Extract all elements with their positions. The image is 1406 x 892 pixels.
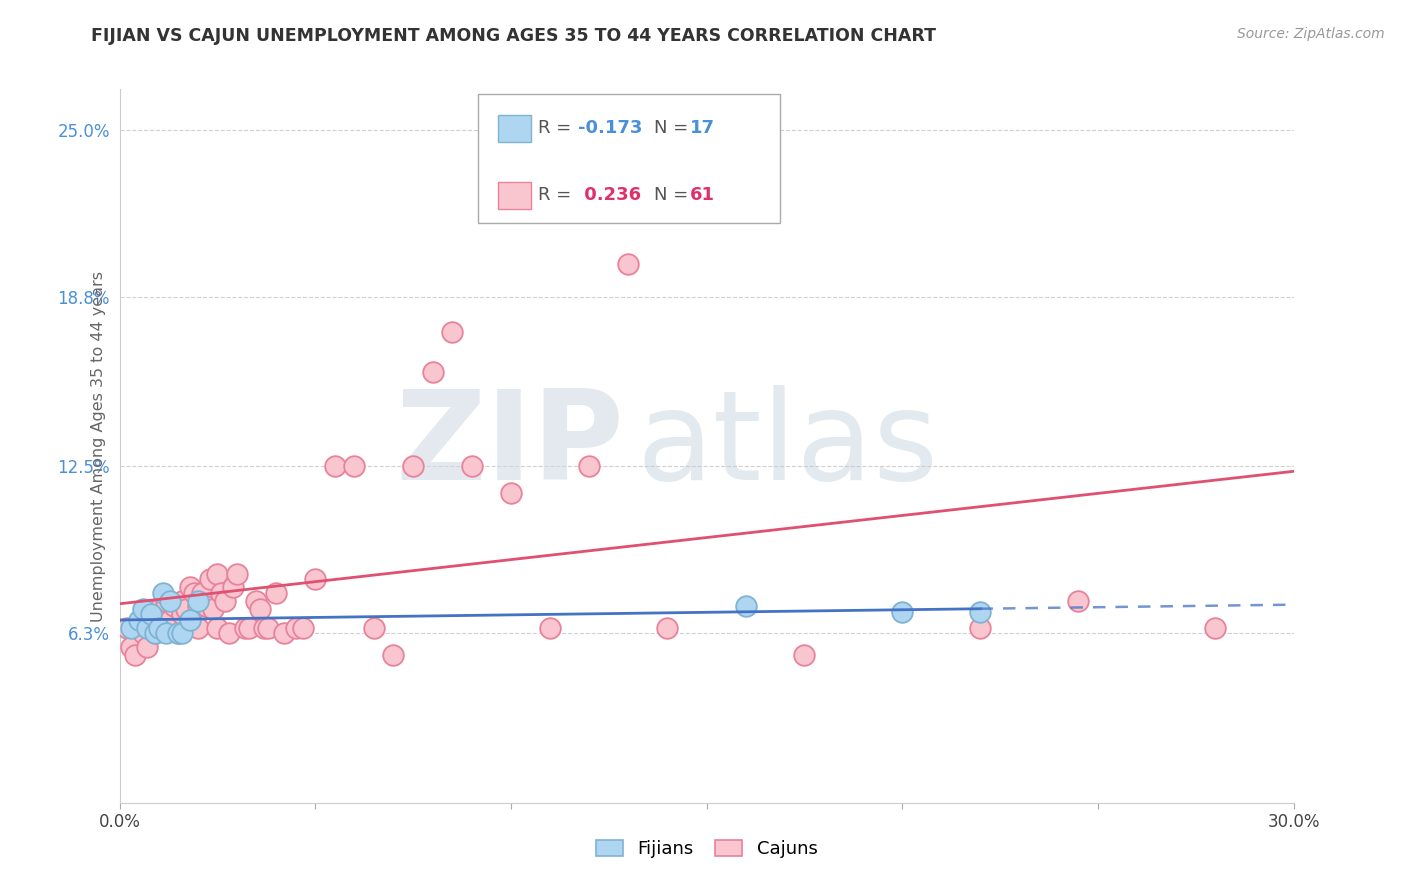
Point bbox=[578, 459, 600, 474]
Point bbox=[273, 626, 295, 640]
Point bbox=[264, 586, 287, 600]
Point bbox=[207, 566, 229, 581]
Point bbox=[793, 648, 815, 662]
Point bbox=[343, 459, 366, 474]
Point bbox=[132, 626, 155, 640]
Point bbox=[152, 586, 174, 600]
Point bbox=[218, 626, 240, 640]
Point bbox=[159, 594, 181, 608]
Point bbox=[292, 621, 315, 635]
Point bbox=[304, 572, 326, 586]
Point bbox=[891, 605, 914, 619]
Point bbox=[132, 602, 155, 616]
Point bbox=[257, 621, 280, 635]
Point bbox=[159, 613, 181, 627]
Point bbox=[187, 599, 209, 614]
Point bbox=[163, 599, 186, 614]
Point bbox=[202, 602, 225, 616]
Point bbox=[207, 621, 229, 635]
Point bbox=[441, 325, 464, 339]
Point bbox=[1204, 621, 1226, 635]
Point bbox=[117, 621, 139, 635]
Point bbox=[128, 613, 150, 627]
Point bbox=[499, 486, 522, 500]
Point bbox=[143, 626, 166, 640]
Text: 0.236: 0.236 bbox=[578, 186, 641, 204]
Point bbox=[124, 648, 146, 662]
Point bbox=[460, 459, 484, 474]
Text: FIJIAN VS CAJUN UNEMPLOYMENT AMONG AGES 35 TO 44 YEARS CORRELATION CHART: FIJIAN VS CAJUN UNEMPLOYMENT AMONG AGES … bbox=[91, 27, 936, 45]
Text: R =: R = bbox=[538, 186, 578, 204]
Point bbox=[323, 459, 346, 474]
Legend: Fijians, Cajuns: Fijians, Cajuns bbox=[588, 832, 825, 865]
Point bbox=[139, 607, 162, 622]
Point bbox=[233, 621, 256, 635]
Point bbox=[253, 621, 276, 635]
Point bbox=[148, 602, 170, 616]
Point bbox=[617, 257, 640, 271]
Point bbox=[238, 621, 260, 635]
Point bbox=[422, 365, 444, 379]
Point bbox=[143, 626, 166, 640]
Point bbox=[135, 621, 157, 635]
Point bbox=[155, 626, 177, 640]
Point bbox=[135, 640, 157, 654]
Point bbox=[222, 580, 245, 594]
Point bbox=[120, 640, 142, 654]
Text: Source: ZipAtlas.com: Source: ZipAtlas.com bbox=[1237, 27, 1385, 41]
Point bbox=[172, 626, 194, 640]
Point bbox=[152, 607, 174, 622]
Point bbox=[172, 594, 194, 608]
Point bbox=[209, 586, 232, 600]
Text: ZIP: ZIP bbox=[395, 385, 624, 507]
Point bbox=[148, 621, 170, 635]
Point bbox=[167, 626, 190, 640]
Point bbox=[382, 648, 405, 662]
Point bbox=[194, 599, 217, 614]
Point bbox=[214, 594, 236, 608]
Point bbox=[183, 586, 205, 600]
Point bbox=[249, 602, 271, 616]
Text: N =: N = bbox=[654, 186, 693, 204]
Point bbox=[284, 621, 307, 635]
Point bbox=[363, 621, 385, 635]
Point bbox=[637, 203, 659, 218]
Point bbox=[198, 572, 221, 586]
Point bbox=[174, 602, 197, 616]
Text: R =: R = bbox=[538, 120, 578, 137]
Point bbox=[179, 613, 201, 627]
Point bbox=[187, 594, 209, 608]
Text: 61: 61 bbox=[690, 186, 716, 204]
Point bbox=[225, 566, 249, 581]
Point bbox=[139, 613, 162, 627]
Point bbox=[187, 621, 209, 635]
Point bbox=[167, 626, 190, 640]
Point bbox=[172, 607, 194, 622]
Point bbox=[969, 605, 991, 619]
Point bbox=[245, 594, 267, 608]
Text: 17: 17 bbox=[690, 120, 716, 137]
Point bbox=[402, 459, 425, 474]
Text: N =: N = bbox=[654, 120, 693, 137]
Point bbox=[969, 621, 991, 635]
Point bbox=[179, 580, 201, 594]
Point bbox=[538, 621, 561, 635]
Point bbox=[155, 594, 177, 608]
Text: atlas: atlas bbox=[636, 385, 938, 507]
Point bbox=[120, 621, 142, 635]
Point bbox=[1067, 594, 1090, 608]
Y-axis label: Unemployment Among Ages 35 to 44 years: Unemployment Among Ages 35 to 44 years bbox=[90, 270, 105, 622]
Point bbox=[734, 599, 756, 614]
Text: -0.173: -0.173 bbox=[578, 120, 643, 137]
Point bbox=[657, 621, 679, 635]
Point bbox=[128, 621, 150, 635]
Point bbox=[190, 586, 212, 600]
